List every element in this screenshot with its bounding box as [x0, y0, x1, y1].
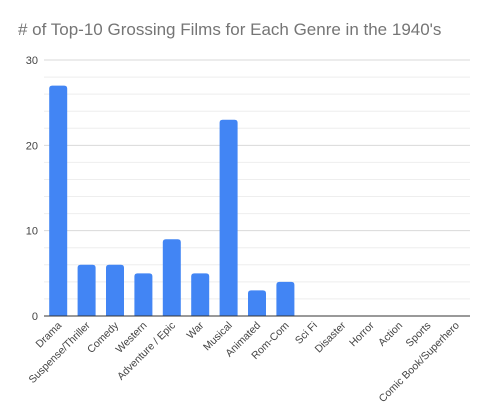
bar: [276, 281, 295, 316]
x-tick-label: Horror: [347, 319, 377, 349]
bar: [77, 264, 96, 316]
x-tick-labels: DramaSuspense/ThrillerComedyWesternAdven…: [26, 319, 462, 405]
bar: [106, 264, 124, 316]
x-tick-label: Action: [376, 320, 405, 349]
chart-title: # of Top-10 Grossing Films for Each Genr…: [18, 20, 442, 39]
bar: [248, 290, 266, 316]
x-tick-label: War: [185, 319, 207, 341]
bar: [191, 273, 210, 316]
bar: [219, 119, 238, 316]
bar: [49, 85, 68, 316]
y-tick-label: 10: [26, 226, 38, 238]
bar: [134, 273, 153, 316]
x-tick-label: Disaster: [313, 319, 349, 355]
y-tick-label: 0: [32, 311, 38, 323]
y-tick-label: 30: [26, 55, 38, 67]
bars: [49, 85, 295, 316]
bar: [162, 239, 181, 316]
y-tick-labels: 0 10 20 30: [26, 55, 38, 323]
y-tick-label: 20: [26, 140, 38, 152]
gridlines: [44, 59, 470, 300]
